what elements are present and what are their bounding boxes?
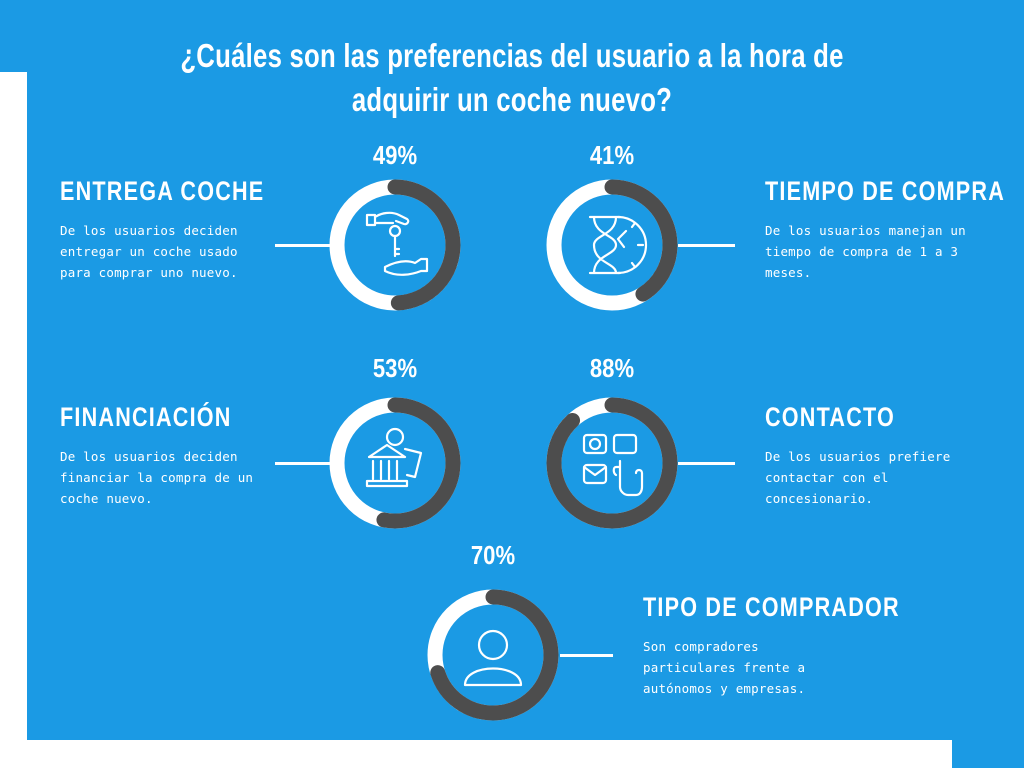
connector-line xyxy=(560,654,613,657)
stat-heading: FINANCIACIÓN xyxy=(60,402,232,432)
connector-line xyxy=(678,462,735,465)
hourglass-clock-icon xyxy=(588,215,648,275)
donut-gauge xyxy=(329,179,461,311)
stat-heading: TIPO DE COMPRADOR xyxy=(643,592,900,622)
stat-description: De los usuarios manejan un tiempo de com… xyxy=(765,223,966,280)
stat-description: De los usuarios prefiere contactar con e… xyxy=(765,449,951,506)
percent-label: 49% xyxy=(372,140,418,170)
connector-line xyxy=(678,244,735,247)
stat-heading: ENTREGA COCHE xyxy=(60,176,265,206)
white-bottom-strip xyxy=(0,740,952,768)
ring-fill xyxy=(546,397,678,529)
white-left-strip xyxy=(0,72,27,768)
ring-fill xyxy=(546,179,678,311)
ring-fill xyxy=(329,397,461,529)
connector-line xyxy=(275,462,330,465)
ring-fill xyxy=(329,179,461,311)
percent-label: 88% xyxy=(589,353,635,383)
donut-gauge xyxy=(546,179,678,311)
stat-description: Son compradores particulares frente a au… xyxy=(643,639,806,696)
percent-label: 41% xyxy=(589,140,635,170)
stat-description: De los usuarios deciden financiar la com… xyxy=(60,449,254,506)
stat-description: De los usuarios deciden entregar un coch… xyxy=(60,223,238,280)
donut-gauge xyxy=(427,589,559,721)
donut-gauge xyxy=(546,397,678,529)
connector-line xyxy=(275,244,330,247)
bank-money-icon xyxy=(365,427,423,488)
stat-heading: TIEMPO DE COMPRA xyxy=(765,176,1006,206)
donut-gauge xyxy=(329,397,461,529)
page-title: ¿Cuáles son las preferencias del usuario… xyxy=(180,37,844,118)
user-icon xyxy=(463,629,523,687)
stat-heading: CONTACTO xyxy=(765,402,895,432)
hand-key-icon xyxy=(365,211,429,276)
percent-label: 53% xyxy=(372,353,418,383)
contact-touch-icon xyxy=(582,433,644,497)
ring-fill xyxy=(427,589,559,721)
percent-label: 70% xyxy=(470,540,516,570)
